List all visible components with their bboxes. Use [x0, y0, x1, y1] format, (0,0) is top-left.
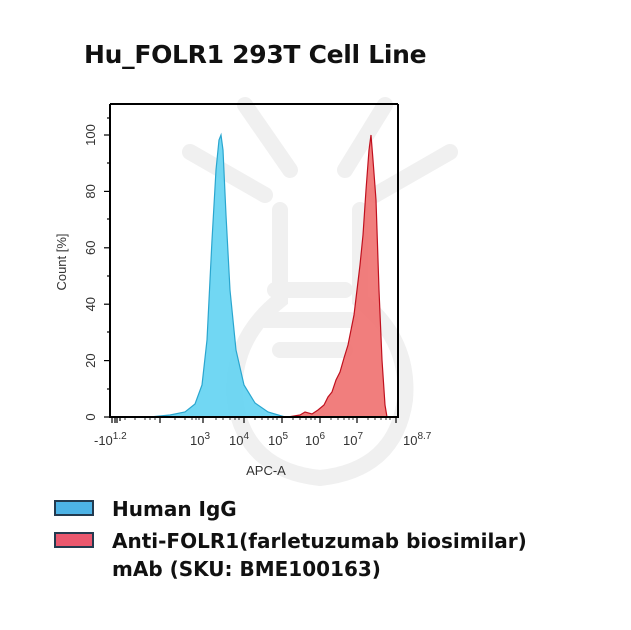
x-axis-ticks — [111, 417, 397, 423]
y-axis-ticks — [104, 117, 110, 418]
legend-swatch-blue — [54, 500, 94, 516]
legend-item-anti-folr1: Anti-FOLR1(farletuzumab biosimilar) mAb … — [54, 527, 527, 583]
svg-text:20: 20 — [83, 353, 98, 367]
y-axis-label: Count [%] — [54, 233, 69, 290]
legend-label-group: Anti-FOLR1(farletuzumab biosimilar) mAb … — [112, 527, 527, 583]
svg-text:-101.2: -101.2 — [94, 431, 127, 448]
series-anti-folr1 — [287, 134, 388, 418]
svg-text:60: 60 — [83, 241, 98, 255]
x-axis-tick-labels: -101.2 103 104 105 106 107 108.7 — [94, 431, 432, 448]
watermark-logo — [182, 97, 458, 487]
legend: Human IgG Anti-FOLR1(farletuzumab biosim… — [54, 495, 527, 587]
svg-text:104: 104 — [229, 431, 249, 448]
legend-swatch-red — [54, 532, 94, 548]
x-axis-label: APC-A — [246, 463, 286, 478]
legend-label-line2: mAb (SKU: BME100163) — [112, 557, 381, 581]
svg-text:100: 100 — [83, 124, 98, 146]
legend-label: Human IgG — [112, 497, 237, 521]
legend-item-human-igg: Human IgG — [54, 495, 527, 523]
axes-frame — [109, 103, 399, 418]
svg-text:103: 103 — [190, 431, 210, 448]
series-human-igg — [149, 132, 286, 418]
chart-title: Hu_FOLR1 293T Cell Line — [84, 40, 427, 69]
svg-text:107: 107 — [343, 431, 363, 448]
svg-text:80: 80 — [83, 184, 98, 198]
svg-text:106: 106 — [305, 431, 325, 448]
svg-text:40: 40 — [83, 297, 98, 311]
legend-label: Anti-FOLR1(farletuzumab biosimilar) — [112, 529, 527, 553]
svg-text:108.7: 108.7 — [403, 431, 432, 448]
x-axis-minor-ticks — [124, 417, 391, 420]
y-axis-tick-labels: 0 20 40 60 80 100 — [83, 124, 98, 420]
svg-text:0: 0 — [83, 413, 98, 420]
svg-text:105: 105 — [268, 431, 288, 448]
